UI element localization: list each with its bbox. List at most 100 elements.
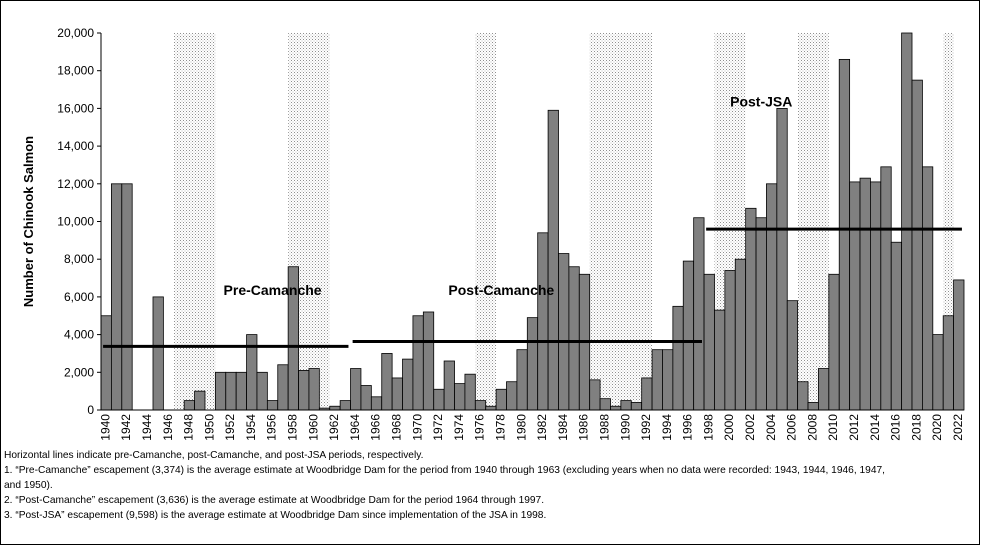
x-tick-label-1948: 1948 [182,414,196,441]
annotation-post-camanche: Post-Camanche [448,282,554,298]
bar-2006 [786,300,799,411]
bar-2007 [797,381,809,411]
bar-1995 [672,305,684,411]
x-tick-label-1950: 1950 [202,414,216,441]
bar-1983 [547,109,559,411]
bar-2011 [838,58,851,411]
bar-1998 [703,273,715,411]
annotation-post-jsa: Post-JSA [730,94,792,110]
chinook-salmon-chart: 0 2,000 4,000 6,000 8,000 10,000 12,000 14,000 1… [21,26,965,441]
x-tick-label-1992: 1992 [639,414,653,441]
bar-1981 [526,317,539,411]
x-tick-label-2012: 2012 [847,414,861,441]
x-tick-label-2008: 2008 [805,414,819,441]
y-tick-label-0: 0 [87,403,94,417]
shaded-period-1987-1992 [589,33,653,410]
bar-1971 [422,311,435,411]
y-tick-label-2000: 2,000 [64,365,94,379]
bar-2004 [766,183,778,411]
footnote-1: 1. “Pre-Camanche” escapement (3,374) is … [4,465,885,476]
bar-1975 [464,373,476,411]
bar-1953 [235,371,247,411]
x-tick-label-1962: 1962 [327,414,341,441]
bar-2021 [942,315,955,411]
bar-2010 [828,273,840,411]
bar-2001 [734,258,747,411]
bar-2008 [807,402,819,411]
bars [100,32,965,411]
y-tick-label-10000: 10,000 [57,215,94,229]
y-tick-label-4000: 4,000 [64,328,94,342]
x-tick-label-1944: 1944 [140,414,154,441]
bar-2013 [859,177,871,411]
average-lines [103,227,962,348]
x-tick-label-2002: 2002 [743,414,757,441]
bar-2003 [755,217,767,411]
x-tick-label-1976: 1976 [473,414,487,441]
bar-1957 [277,364,289,411]
bar-1970 [412,315,424,411]
x-tick-label-2022: 2022 [951,414,965,441]
bar-1988 [599,398,611,411]
x-tick-label-1982: 1982 [535,414,549,441]
bar-1963 [339,400,351,411]
y-tick-label-20000: 20,000 [57,26,94,40]
bar-1965 [360,385,372,411]
x-tick-label-1942: 1942 [119,414,133,441]
shaded-period-2021-2021 [943,33,954,410]
x-tick-label-1940: 1940 [98,414,112,441]
footnote-2: 2. “Post-Camanche” escapement (3,636) is… [4,495,545,506]
bar-1997 [693,217,705,411]
bar-1964 [350,368,362,411]
annotation-pre-camanche: Pre-Camanche [224,282,322,298]
bar-1976 [474,400,487,411]
x-tick-labels: 1940 1942 1944 1946 1948 1950 1952 1954 1956 1958… [98,414,965,441]
bar-1960 [308,368,320,411]
bar-1951 [214,371,227,411]
x-tick-label-1954: 1954 [244,414,258,441]
bar-1969 [402,358,414,411]
x-tick-label-2004: 2004 [764,414,778,441]
bar-2012 [849,181,861,411]
x-tick-label-1986: 1986 [577,414,591,441]
bar-2005 [776,108,788,411]
y-tick-label-18000: 18,000 [57,64,94,78]
y-tick-label-8000: 8,000 [64,252,94,266]
bar-2022 [953,279,965,411]
x-tick-label-1946: 1946 [161,414,175,441]
bar-2016 [890,241,903,411]
x-tick-label-1958: 1958 [286,414,300,441]
bar-1994 [662,349,674,411]
x-tick-label-2014: 2014 [868,414,882,441]
x-tick-label-1966: 1966 [369,414,383,441]
x-tick-label-1990: 1990 [618,414,632,441]
bar-1996 [682,260,695,411]
bar-1992 [641,377,653,411]
shaded-period-1947-1950 [173,33,216,410]
bar-1991 [630,402,643,411]
x-tick-label-1960: 1960 [306,414,320,441]
y-tick-labels: 0 2,000 4,000 6,000 8,000 10,000 12,000 14,000 1… [57,26,101,417]
bar-2018 [911,79,923,411]
bar-1959 [298,370,310,411]
footnote-intro: Horizontal lines indicate pre-Camanche, … [4,450,424,461]
bar-1945 [152,296,164,411]
x-tick-label-1952: 1952 [223,414,237,441]
bar-1956 [266,400,279,411]
x-tick-label-1956: 1956 [265,414,279,441]
annotations: Pre-Camanche Post-Camanche Post-JSA [224,94,793,299]
bar-1989 [610,405,622,411]
bar-1940 [100,315,112,411]
y-tick-label-6000: 6,000 [64,290,94,304]
shaded-period-1976-1977 [475,33,497,410]
bar-1948 [183,400,195,411]
bar-1984 [558,253,570,411]
bar-1973 [443,360,455,411]
bar-2019 [922,166,934,411]
bar-1985 [568,266,580,411]
bar-1977 [485,405,497,411]
x-tick-label-2000: 2000 [722,414,736,441]
bar-1990 [620,400,632,411]
bar-1974 [454,383,466,411]
